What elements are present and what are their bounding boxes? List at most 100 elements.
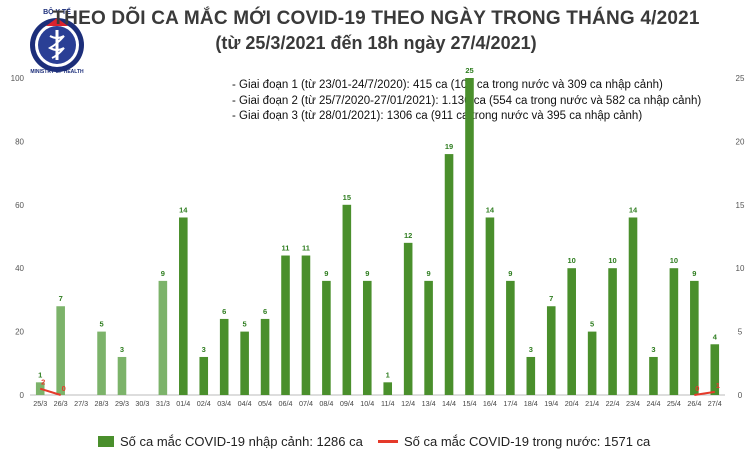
x-tick-label: 13/4 xyxy=(422,399,436,408)
x-tick-label: 27/4 xyxy=(708,399,722,408)
left-tick-label: 60 xyxy=(15,201,24,210)
bar xyxy=(179,217,188,395)
bar xyxy=(546,306,556,395)
x-tick-label: 08/4 xyxy=(319,399,333,408)
legend-bar: Số ca mắc COVID-19 nhập cảnh: 1286 ca xyxy=(98,434,363,449)
bar-data-label: 1 xyxy=(38,370,42,379)
bar-data-label: 3 xyxy=(202,345,206,354)
right-tick-label: 10 xyxy=(736,264,745,273)
legend-bar-label: Số ca mắc COVID-19 nhập cảnh: 1286 ca xyxy=(120,434,363,449)
bar-data-label: 3 xyxy=(120,345,124,354)
phase-note-1: - Giai đoạn 1 (từ 23/01-24/7/2020): 415 … xyxy=(232,79,663,91)
bar-data-label: 9 xyxy=(161,269,165,278)
x-tick-label: 26/3 xyxy=(54,399,68,408)
x-tick-label: 15/4 xyxy=(462,399,476,408)
x-tick-label: 20/4 xyxy=(565,399,579,408)
line-segment xyxy=(694,390,715,396)
bar xyxy=(710,344,720,395)
x-tick-label: 01/4 xyxy=(176,399,190,408)
x-tick-label: 16/4 xyxy=(483,399,497,408)
legend-bar-swatch xyxy=(98,436,114,447)
bar-data-label: 7 xyxy=(59,294,63,303)
x-tick-label: 05/4 xyxy=(258,399,272,408)
bar xyxy=(649,356,658,395)
bar-data-label: 25 xyxy=(465,66,473,75)
bar-data-label: 11 xyxy=(302,244,310,253)
bar xyxy=(260,318,270,395)
bar-data-label: 11 xyxy=(282,244,290,253)
x-tick-label: 22/4 xyxy=(606,399,620,408)
bar xyxy=(56,306,65,395)
x-tick-label: 29/3 xyxy=(115,399,129,408)
bar-data-label: 9 xyxy=(427,269,431,278)
x-tick-label: 06/4 xyxy=(279,399,293,408)
chart-title: THEO DÕI CA MẮC MỚI COVID-19 THEO NGÀY T… xyxy=(52,8,700,29)
bar-data-label: 9 xyxy=(508,269,512,278)
left-tick-label: 80 xyxy=(15,137,24,146)
x-tick-label: 04/4 xyxy=(238,399,252,408)
x-tick-label: 17/4 xyxy=(503,399,517,408)
bar xyxy=(690,280,699,395)
bar xyxy=(158,280,168,395)
x-tick-label: 25/4 xyxy=(667,399,681,408)
bar-data-label: 9 xyxy=(692,269,696,278)
bar-data-label: 9 xyxy=(324,269,328,278)
bar xyxy=(219,318,229,395)
x-tick-label: 12/4 xyxy=(401,399,415,408)
right-tick-label: 20 xyxy=(736,137,745,146)
x-tick-label: 19/4 xyxy=(544,399,558,408)
ministry-of-health-logo: BỘ Y TẾ MINISTRY OF HEALTH xyxy=(26,6,88,80)
x-tick-label: 10/4 xyxy=(360,399,374,408)
x-tick-label: 11/4 xyxy=(381,399,394,408)
line-series: 20 0 1 xyxy=(39,378,720,396)
bar xyxy=(322,280,331,395)
bar-data-label: 3 xyxy=(529,345,533,354)
bar-data-label: 7 xyxy=(549,294,553,303)
left-tick-label: 100 xyxy=(11,74,25,83)
line-segment xyxy=(39,387,61,396)
bar-data-label: 10 xyxy=(568,256,576,265)
bar xyxy=(383,382,393,395)
x-tick-label: 03/4 xyxy=(217,399,231,408)
logo-top-text: BỘ Y TẾ xyxy=(43,9,71,16)
legend-line: Số ca mắc COVID-19 trong nước: 1571 ca xyxy=(378,434,650,449)
bar xyxy=(424,280,433,395)
left-axis: 0 20 40 60 80 100 xyxy=(11,74,25,400)
bar-data-label: 6 xyxy=(263,307,267,316)
left-tick-label: 0 xyxy=(20,391,25,400)
right-tick-label: 25 xyxy=(736,74,745,83)
x-tick-label: 14/4 xyxy=(442,399,456,408)
bar xyxy=(567,268,576,395)
x-tick-label: 31/3 xyxy=(156,399,170,408)
bar xyxy=(117,356,127,395)
bar-data-label: 5 xyxy=(590,320,594,329)
bar xyxy=(485,217,495,395)
bar-data-label: 19 xyxy=(445,142,453,151)
bar xyxy=(608,268,617,395)
bar-series xyxy=(35,78,720,395)
legend-line-label: Số ca mắc COVID-19 trong nước: 1571 ca xyxy=(404,434,651,449)
bar xyxy=(362,280,372,395)
bar-data-label: 10 xyxy=(670,256,678,265)
bar xyxy=(403,242,413,395)
legend-line-swatch xyxy=(378,440,398,443)
right-tick-label: 15 xyxy=(736,201,745,210)
bar-data-label: 4 xyxy=(713,332,718,341)
x-tick-label: 21/4 xyxy=(585,399,599,408)
bar xyxy=(506,280,515,395)
bar-data-label: 12 xyxy=(404,231,412,240)
line-data-label: 0 xyxy=(695,384,699,393)
x-tick-label: 09/4 xyxy=(340,399,354,408)
bar xyxy=(628,217,638,395)
bar-data-label: 14 xyxy=(629,205,638,214)
left-tick-label: 40 xyxy=(15,264,24,273)
bar xyxy=(669,268,679,395)
bar-data-label: 14 xyxy=(179,205,188,214)
x-axis: 25/3 26/3 27/3 28/3 29/3 30/3 31/3 01/4 02/4 03/4… xyxy=(33,399,722,408)
bar-data-label: 3 xyxy=(651,345,655,354)
x-tick-label: 30/3 xyxy=(135,399,149,408)
bar xyxy=(281,255,290,395)
x-tick-label: 02/4 xyxy=(197,399,211,408)
bar xyxy=(342,204,352,395)
bar xyxy=(587,331,597,395)
